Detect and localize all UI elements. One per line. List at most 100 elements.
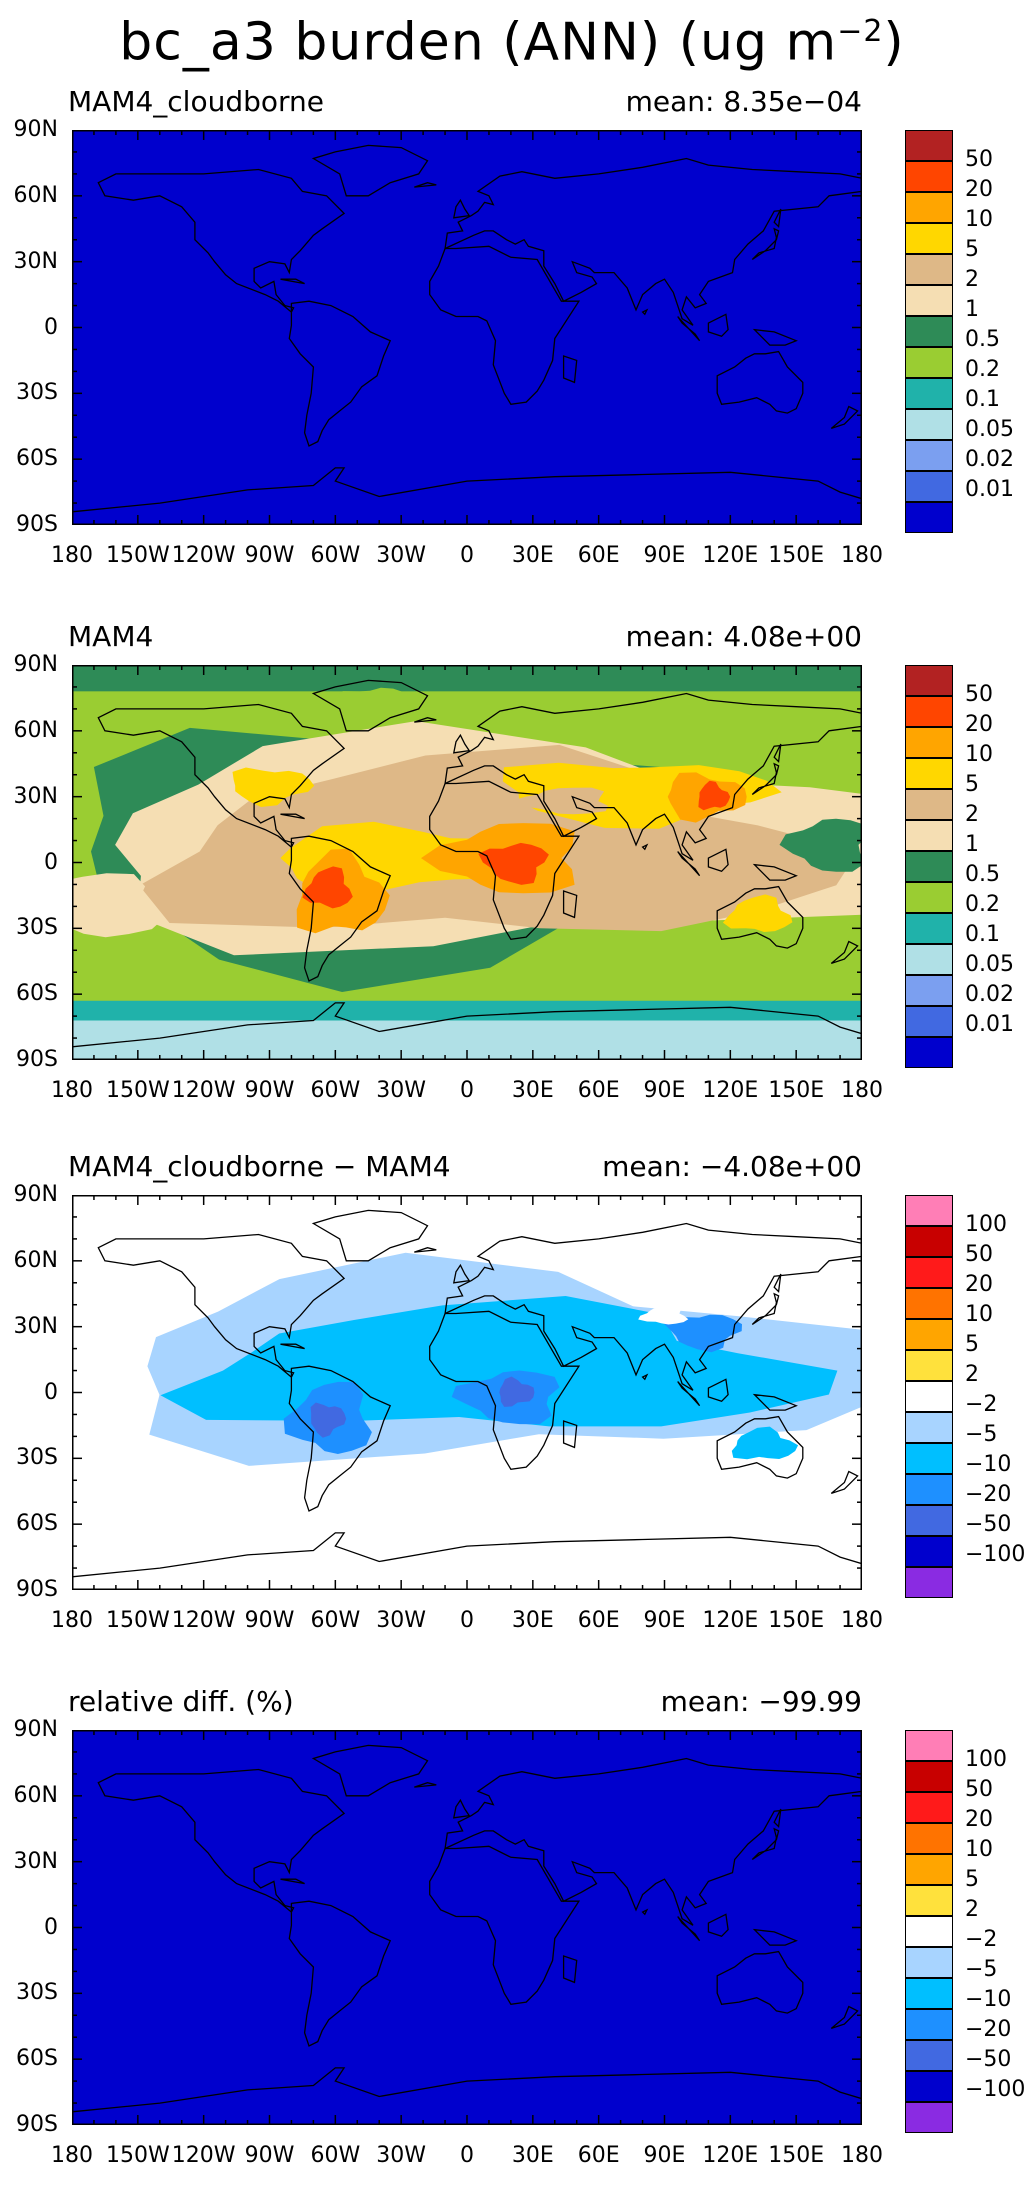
lon-tick-label: 30E [511,1608,554,1633]
colorbar-label: 100 [965,1212,1007,1237]
lat-tick-label: 30N [13,1313,58,1339]
lat-tick-label: 60N [13,182,58,208]
lon-tick-label: 120E [702,1078,759,1103]
lat-tick-label: 90S [16,512,58,537]
figure-title: bc_a3 burden (ANN) (ug m−2) [119,12,905,73]
colorbar-swatch [905,2071,953,2102]
colorbar-label: −100 [965,2077,1024,2102]
lat-tick-label: 30N [13,783,58,809]
colorbar-label: 0.1 [965,922,1000,947]
world-map [72,1730,862,2125]
lon-tick-label: 90W [244,2143,295,2168]
colorbar-swatch [905,1761,953,1792]
lat-tick-label: 0 [44,1914,58,1940]
colorbar-label: 0.02 [965,982,1014,1007]
colorbar-swatch [905,882,953,913]
lon-tick-label: 90W [244,1608,295,1633]
colorbar-swatch [905,851,953,882]
lon-tick-label: 30E [511,543,554,568]
lon-tick-label: 180 [841,1608,883,1633]
lat-tick-label: 0 [44,1379,58,1405]
lon-tick-label: 90E [643,1078,686,1103]
colorbar-label: 1 [965,832,979,857]
lon-tick-label: 0 [460,543,474,568]
colorbar-swatch [905,1536,953,1567]
colorbar-swatch [905,1916,953,1947]
colorbar-swatch [905,285,953,316]
lat-tick-label: 90N [13,652,58,677]
lon-tick-label: 90W [244,543,295,568]
colorbar-swatch [905,316,953,347]
colorbar-label: 0.02 [965,447,1014,472]
lat-tick-label: 60N [13,717,58,743]
lat-tick-label: 60S [16,1511,58,1537]
lon-tick-label: 60W [310,1078,361,1103]
colorbar-label: 0.5 [965,862,1000,887]
lon-tick-label: 30W [376,543,427,568]
colorbar-label: 5 [965,1867,979,1892]
colorbar-swatch [905,696,953,727]
colorbar-swatch [905,409,953,440]
colorbar-swatch [905,471,953,502]
lat-tick-label: 30N [13,1848,58,1874]
colorbar-label: −5 [965,1422,998,1447]
colorbar-swatch [905,440,953,471]
colorbar-swatch [905,161,953,192]
lon-tick-label: 60E [577,543,620,568]
lon-tick-label: 180 [51,1608,93,1633]
lat-tick-label: 90N [13,1182,58,1207]
colorbar-swatch [905,1730,953,1761]
colorbar-label: 10 [965,1837,993,1862]
lon-tick-label: 90W [244,1078,295,1103]
colorbar-swatch [905,1381,953,1412]
colorbar-swatch [905,1257,953,1288]
lon-tick-label: 120W [171,1078,236,1103]
colorbar-swatch [905,1195,953,1226]
colorbar-swatch [905,758,953,789]
colorbar-swatch [905,1226,953,1257]
colorbar-swatch [905,502,953,533]
lon-tick-label: 30E [511,1078,554,1103]
world-map [72,130,862,525]
colorbar-swatch [905,1792,953,1823]
lon-tick-label: 120W [171,2143,236,2168]
colorbar-label: 0.01 [965,1012,1014,1037]
colorbar-label: 5 [965,772,979,797]
lat-tick-label: 60S [16,446,58,472]
lon-tick-label: 150E [768,1608,825,1633]
lat-tick-label: 90N [13,1717,58,1742]
lon-tick-label: 30W [376,1078,427,1103]
panel-title: MAM4_cloudborne − MAM4 [68,1150,451,1183]
colorbar-swatch [905,223,953,254]
map-panel: relative diff. (%) mean: −99.99 90N 60N 30N 0… [0,1685,1024,2205]
colorbar: 100 50 20 10 5 2 −2 −5 −10 −20 −50 −100 [905,1730,1024,2133]
colorbar-swatch [905,789,953,820]
lon-tick-label: 60E [577,1078,620,1103]
lat-tick-label: 0 [44,849,58,875]
lat-tick-label: 90S [16,1047,58,1072]
colorbar-label: 50 [965,1242,993,1267]
lon-tick-label: 180 [51,543,93,568]
colorbar-label: −50 [965,2047,1012,2072]
lat-tick-label: 30N [13,248,58,274]
colorbar: 50 20 10 5 2 1 0.5 0.2 0.1 0.05 0.02 0.01 [905,130,1014,533]
lon-tick-label: 150E [768,1078,825,1103]
lon-tick-label: 150E [768,2143,825,2168]
colorbar-label: 5 [965,237,979,262]
colorbar-label: −2 [965,1927,998,1952]
panel-title: MAM4 [68,620,154,653]
lat-tick-label: 60N [13,1782,58,1808]
colorbar-label: −10 [965,1452,1012,1477]
colorbar-label: 2 [965,267,979,292]
colorbar-swatch [905,1319,953,1350]
map-panel: MAM4_cloudborne − MAM4 mean: −4.08e+00 90N… [0,1150,1024,1670]
colorbar-swatch [905,665,953,696]
lon-tick-label: 0 [460,2143,474,2168]
colorbar-label: 10 [965,742,993,767]
lon-tick-label: 180 [51,2143,93,2168]
lon-tick-label: 30E [511,2143,554,2168]
colorbar-swatch [905,1947,953,1978]
colorbar-swatch [905,2040,953,2071]
lon-tick-label: 150W [105,1608,170,1633]
lat-tick-label: 30S [16,380,58,406]
